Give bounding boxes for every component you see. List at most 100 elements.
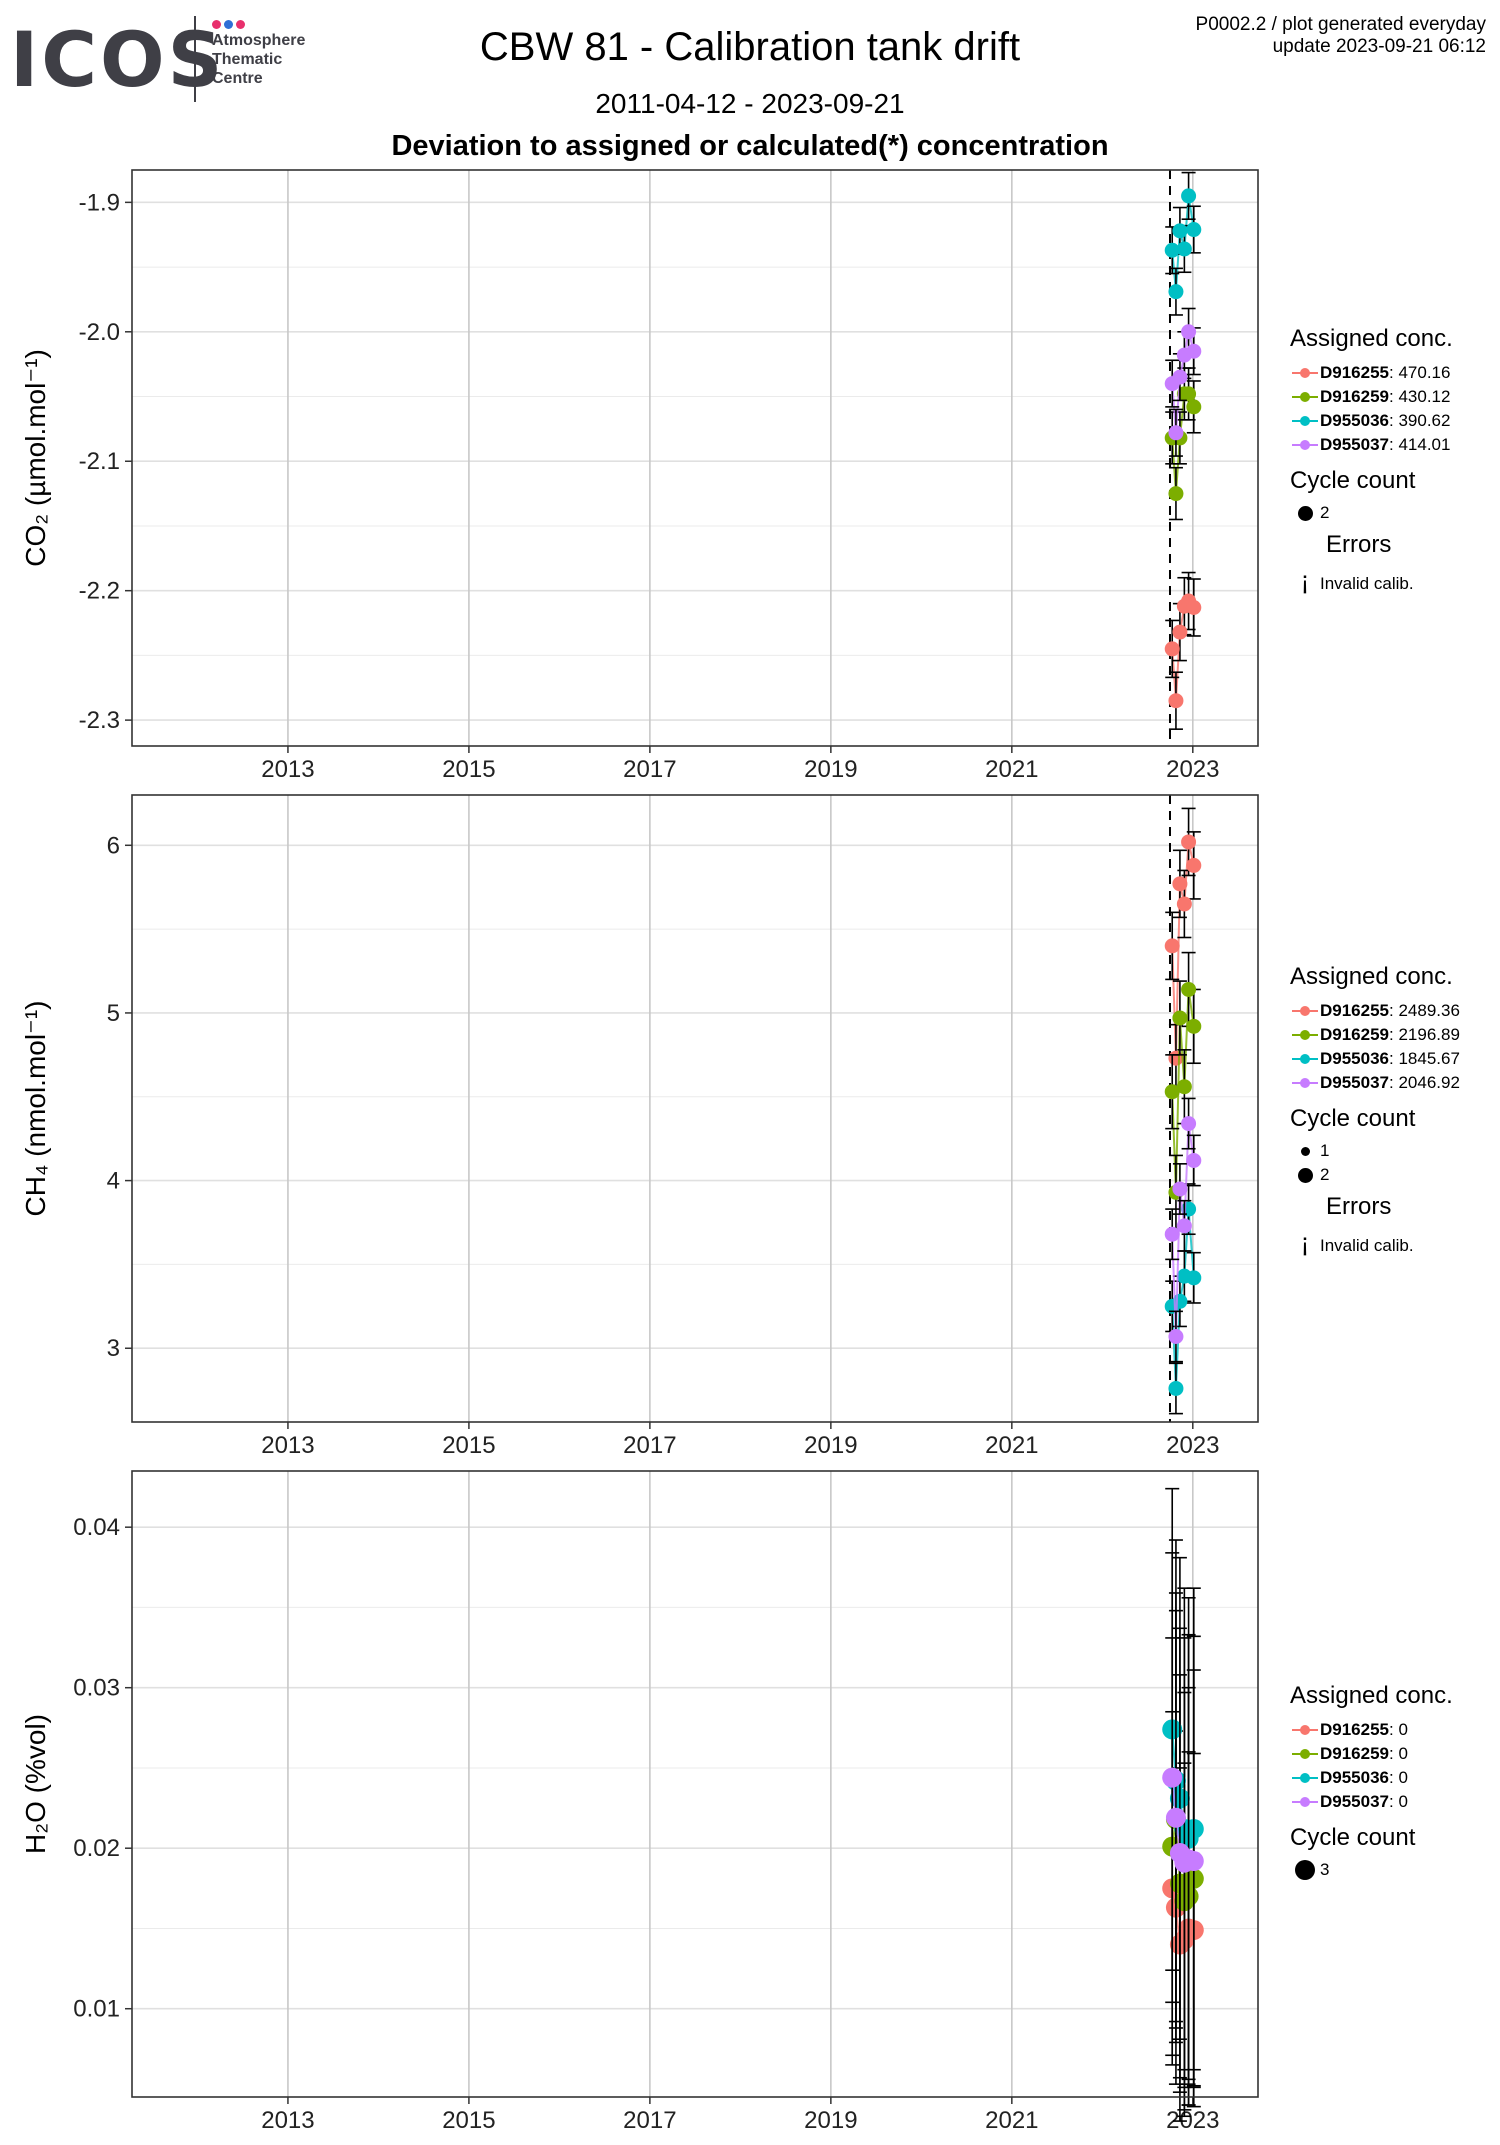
logo-dots-icon <box>212 16 248 34</box>
y-tick-label: -2.1 <box>79 448 120 475</box>
data-point <box>1168 284 1184 300</box>
legend-key <box>1290 409 1320 433</box>
legend-key <box>1290 1047 1320 1071</box>
legend-key <box>1290 1023 1320 1047</box>
legend-value: 2046.92 <box>1398 1073 1460 1092</box>
data-point <box>1176 1218 1192 1234</box>
data-point <box>1183 1851 1204 1872</box>
legend-item: D955037: 414.01 <box>1290 433 1453 457</box>
data-point <box>1181 1116 1197 1132</box>
data-point <box>1181 834 1197 850</box>
cycle-count-item: 2 <box>1290 501 1453 525</box>
x-tick-label: 2017 <box>623 756 676 783</box>
legend-value: 0 <box>1398 1720 1408 1739</box>
data-point <box>1168 693 1184 709</box>
data-point <box>1172 1010 1188 1026</box>
x-tick-label: 2019 <box>804 2107 857 2134</box>
logo-separator <box>194 16 196 102</box>
y-tick-label: 0.02 <box>73 1835 120 1862</box>
panel-border <box>131 794 1259 1423</box>
legend-item: D955036: 1845.67 <box>1290 1047 1460 1071</box>
invalid-calib-icon: ¡ <box>1300 565 1310 595</box>
data-point <box>1186 399 1202 415</box>
x-tick-label: 2015 <box>442 2107 495 2134</box>
cycle-count-value: 1 <box>1320 1141 1330 1160</box>
y-tick-label: 0.03 <box>73 1675 120 1702</box>
y-tick-label: 6 <box>107 832 120 859</box>
legend-h2o: Assigned conc. D916255: 0 D916259: 0 D95503… <box>1290 1682 1453 1882</box>
legend-key <box>1290 1718 1320 1742</box>
invalid-calib-icon: ¡ <box>1300 1227 1310 1257</box>
legend-item: D955037: 2046.92 <box>1290 1071 1460 1095</box>
data-point <box>1176 896 1192 912</box>
y-tick-label: 0.01 <box>73 1996 120 2023</box>
legend-title: Assigned conc. <box>1290 1682 1453 1709</box>
data-point <box>1168 1380 1184 1396</box>
x-tick-label: 2015 <box>442 1432 495 1459</box>
generation-info: P0002.2 / plot generated everyday update… <box>1196 14 1486 58</box>
legend-title: Assigned conc. <box>1290 325 1453 352</box>
legend-tank: D916259 <box>1320 1025 1390 1044</box>
legend-tank: D955036 <box>1320 1049 1390 1068</box>
legend-value: 0 <box>1398 1768 1408 1787</box>
errors-item: ¡ Invalid calib. <box>1290 1227 1460 1257</box>
data-point <box>1164 1084 1180 1100</box>
legend-title: Assigned conc. <box>1290 963 1453 990</box>
x-tick-label: 2013 <box>261 756 314 783</box>
cycle-dot-icon <box>1290 501 1320 525</box>
legend-item: D916255: 470.16 <box>1290 361 1453 385</box>
legend-item: D916259: 0 <box>1290 1742 1453 1766</box>
legend-key <box>1290 361 1320 385</box>
cycle-count-value: 3 <box>1320 1860 1330 1879</box>
y-axis-label: H₂O (%vol) <box>20 1714 51 1854</box>
legend-value: 390.62 <box>1398 411 1451 430</box>
legend-item: D955036: 390.62 <box>1290 409 1453 433</box>
data-point <box>1186 1018 1202 1034</box>
data-point <box>1164 1226 1180 1242</box>
data-point <box>1164 641 1180 657</box>
legend-value: 1845.67 <box>1398 1049 1460 1068</box>
cycle-count-title: Cycle count <box>1290 1824 1416 1851</box>
invalid-calib-label: Invalid calib. <box>1320 1236 1414 1255</box>
data-point <box>1172 876 1188 892</box>
data-point <box>1186 222 1202 238</box>
x-tick-label: 2013 <box>261 2107 314 2134</box>
y-tick-label: 3 <box>107 1335 120 1362</box>
invalid-calib-label: Invalid calib. <box>1320 574 1414 593</box>
data-point <box>1181 981 1197 997</box>
logo-sub-line: Atmosphere <box>212 32 306 49</box>
y-tick-label: 4 <box>107 1168 120 1195</box>
data-point <box>1186 600 1202 616</box>
y-tick-label: -2.3 <box>79 707 120 734</box>
panel-border <box>131 169 1259 747</box>
data-point <box>1186 1270 1202 1286</box>
y-axis-label: CO₂ (µmol.mol⁻¹) <box>20 349 51 567</box>
x-tick-label: 2013 <box>261 1432 314 1459</box>
data-point <box>1181 386 1197 402</box>
legend-value: 470.16 <box>1398 363 1451 382</box>
cycle-count-item: 3 <box>1290 1858 1453 1882</box>
logo-dot <box>212 20 221 29</box>
legend-key <box>1290 1742 1320 1766</box>
data-point <box>1172 369 1188 385</box>
legend-tank: D955037 <box>1320 1792 1390 1811</box>
data-point <box>1186 1152 1202 1168</box>
chart-subtitle: Deviation to assigned or calculated(*) c… <box>391 130 1109 162</box>
y-tick-label: -2.0 <box>79 319 120 346</box>
data-point <box>1168 1329 1184 1344</box>
panel-border <box>131 1470 1259 2098</box>
cycle-count-item: 1 <box>1290 1139 1460 1163</box>
legend-tank: D916255 <box>1320 1720 1390 1739</box>
y-tick-label: -2.2 <box>79 578 120 605</box>
legend-value: 0 <box>1398 1744 1408 1763</box>
cycle-count-item: 2 <box>1290 1163 1460 1187</box>
legend-value: 0 <box>1398 1792 1408 1811</box>
y-tick-label: 5 <box>107 1000 120 1027</box>
data-point <box>1176 241 1192 257</box>
cycle-dot-icon <box>1290 1139 1320 1163</box>
legend-item: D955037: 0 <box>1290 1790 1453 1814</box>
legend-item: D916255: 2489.36 <box>1290 999 1460 1023</box>
legend-item: D955036: 0 <box>1290 1766 1453 1790</box>
data-point <box>1186 857 1202 873</box>
